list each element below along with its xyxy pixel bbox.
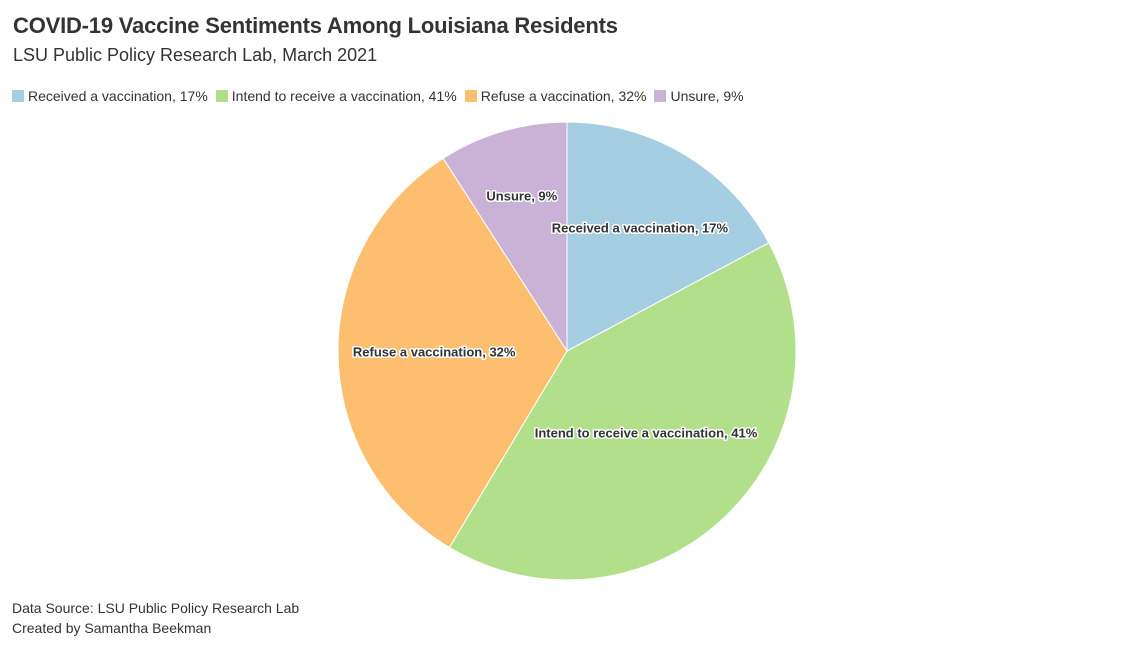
chart-legend: Received a vaccination, 17% Intend to re…: [12, 88, 752, 104]
pie-label-unsure: Unsure, 9%: [486, 189, 557, 204]
pie-labels: Received a vaccination, 17% Intend to rec…: [351, 187, 759, 442]
pie-label-refuse: Refuse a vaccination, 32%: [353, 345, 516, 360]
legend-item-refuse[interactable]: Refuse a vaccination, 32%: [464, 88, 647, 104]
legend-item-received[interactable]: Received a vaccination, 17%: [12, 88, 208, 104]
pie-slice-unsure[interactable]: [442, 121, 568, 353]
chart-subtitle: LSU Public Policy Research Lab, March 20…: [13, 45, 378, 65]
pie-slices: [337, 121, 797, 581]
pie-label-received: Received a vaccination, 17%: [552, 221, 729, 236]
credit-note: Created by Samantha Beekman: [12, 620, 212, 636]
pie-slice-intend[interactable]: [448, 242, 797, 581]
legend-item-unsure[interactable]: Unsure, 9%: [654, 88, 744, 104]
pie-label-intend: Intend to receive a vaccination, 41%: [535, 425, 758, 440]
chart-title: COVID-19 Vaccine Sentiments Among Louisi…: [13, 13, 618, 38]
chart-footer: Data Source: LSU Public Policy Research …: [12, 598, 299, 638]
legend-swatch-refuse: [464, 90, 477, 102]
legend-label-intend: Intend to receive a vaccination, 41%: [231, 88, 457, 104]
legend-swatch-intend: [215, 90, 228, 102]
legend-label-received: Received a vaccination, 17%: [28, 88, 208, 104]
pie-slice-received[interactable]: [566, 121, 770, 352]
legend-swatch-received: [12, 90, 24, 102]
legend-label-refuse: Refuse a vaccination, 32%: [480, 88, 647, 104]
legend-label-unsure: Unsure, 9%: [670, 88, 744, 104]
legend-swatch-unsure: [654, 90, 667, 102]
pie-slice-refuse[interactable]: [337, 157, 568, 549]
legend-item-intend[interactable]: Intend to receive a vaccination, 41%: [215, 88, 457, 104]
data-source-note: Data Source: LSU Public Policy Research …: [12, 600, 300, 616]
